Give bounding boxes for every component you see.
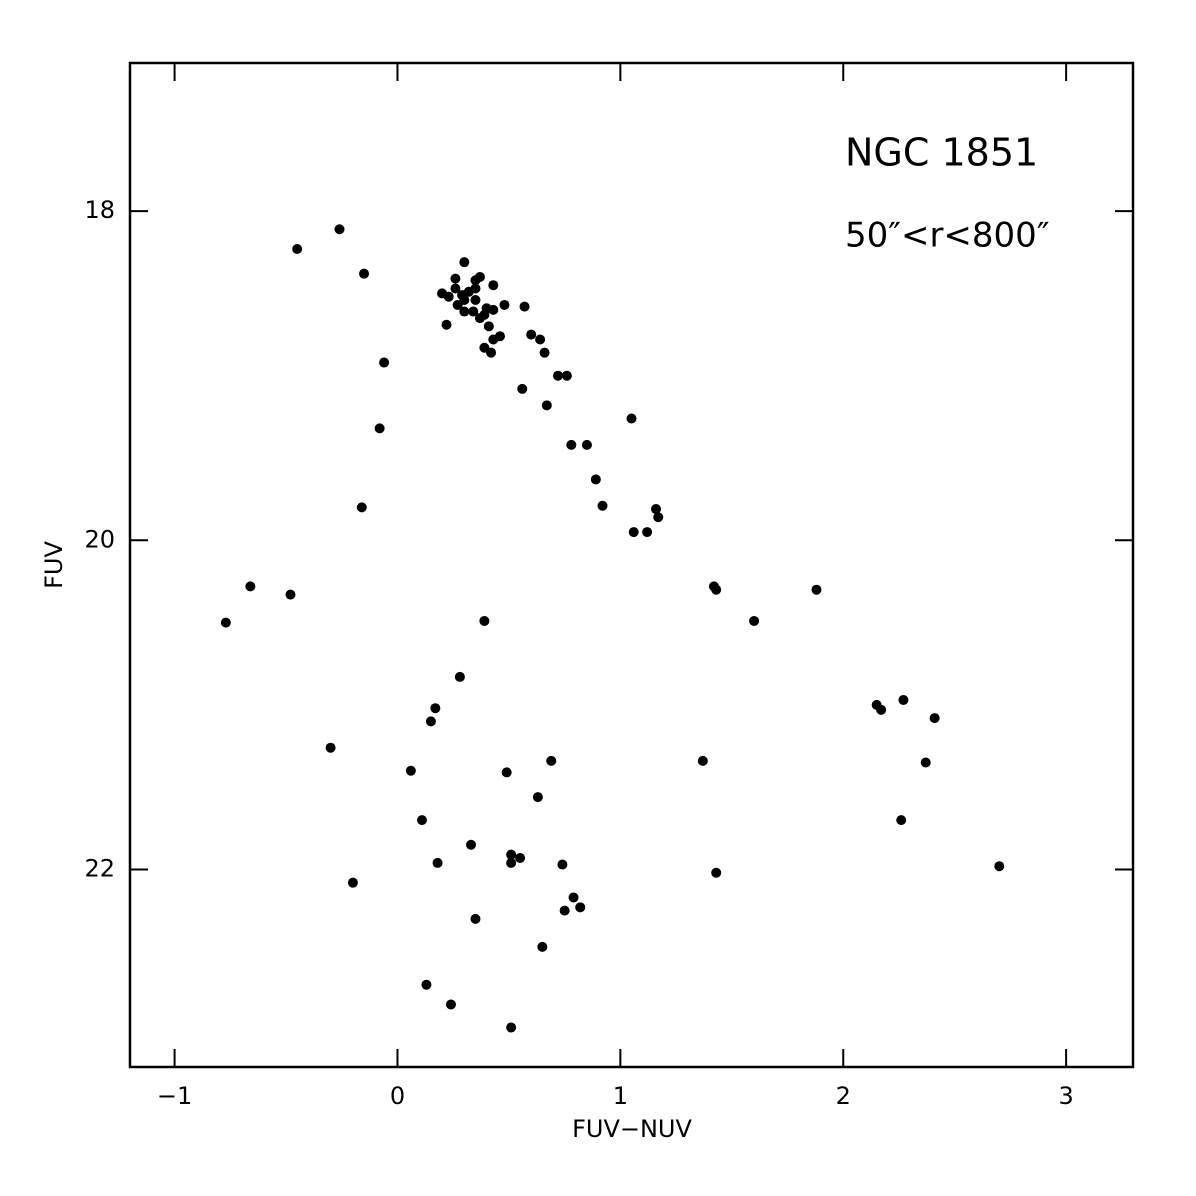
point	[470, 913, 481, 924]
point	[651, 504, 662, 515]
point	[506, 857, 517, 868]
point	[379, 357, 390, 368]
point	[499, 299, 510, 310]
point	[470, 295, 481, 306]
point	[483, 321, 494, 332]
point	[575, 902, 586, 913]
point	[929, 713, 940, 724]
point	[474, 271, 485, 282]
point	[432, 857, 443, 868]
point	[711, 867, 722, 878]
point	[425, 716, 436, 727]
x-tick-label: 1	[613, 1082, 628, 1110]
point	[920, 757, 931, 768]
point	[347, 877, 358, 888]
point	[245, 581, 256, 592]
point	[479, 615, 490, 626]
y-axis-label: FUV	[40, 541, 68, 589]
point	[359, 268, 370, 279]
point	[450, 273, 461, 284]
point	[568, 892, 579, 903]
point	[488, 280, 499, 291]
x-tick-label: 3	[1058, 1082, 1073, 1110]
point	[711, 584, 722, 595]
point	[653, 512, 664, 523]
point	[486, 347, 497, 358]
y-tick-label: 22	[84, 854, 115, 882]
point	[334, 224, 345, 235]
x-tick-label: 0	[390, 1082, 405, 1110]
point	[628, 527, 639, 538]
point	[441, 319, 452, 330]
point	[561, 370, 572, 381]
point	[559, 905, 570, 916]
point	[811, 584, 822, 595]
point	[466, 839, 477, 850]
annotation: 50″<r<800″	[845, 216, 1050, 256]
point	[581, 439, 592, 450]
point	[597, 500, 608, 511]
point	[994, 861, 1005, 872]
point	[535, 334, 546, 345]
annotation: NGC 1851	[845, 131, 1038, 175]
x-axis-label: FUV−NUV	[572, 1115, 692, 1143]
point	[557, 859, 568, 870]
point	[468, 306, 479, 317]
point	[566, 439, 577, 450]
point	[519, 301, 530, 312]
point	[541, 400, 552, 411]
point	[515, 852, 526, 863]
point	[459, 306, 470, 317]
point	[459, 295, 470, 306]
point	[488, 334, 499, 345]
point	[898, 694, 909, 705]
point	[626, 413, 637, 424]
point	[896, 815, 907, 826]
point	[532, 792, 543, 803]
point	[590, 474, 601, 485]
point	[506, 1022, 517, 1033]
point	[445, 999, 456, 1010]
point	[546, 755, 557, 766]
point	[749, 615, 760, 626]
y-tick-label: 20	[84, 525, 115, 553]
point	[876, 704, 887, 715]
point	[501, 767, 512, 778]
plot-frame	[128, 61, 1135, 1069]
point	[421, 979, 432, 990]
point	[405, 765, 416, 776]
point	[356, 502, 367, 513]
x-tick-label: 2	[836, 1082, 851, 1110]
point	[220, 617, 231, 628]
point	[537, 941, 548, 952]
point	[430, 703, 441, 714]
point	[642, 527, 653, 538]
point	[325, 742, 336, 753]
point	[416, 815, 427, 826]
point	[526, 329, 537, 340]
point	[697, 755, 708, 766]
point	[539, 347, 550, 358]
point	[292, 243, 303, 254]
point	[488, 304, 499, 315]
x-tick-label: −1	[157, 1082, 192, 1110]
point	[506, 849, 517, 860]
point	[374, 423, 385, 434]
point	[459, 257, 470, 268]
point	[552, 370, 563, 381]
y-tick-label: 18	[84, 196, 115, 224]
point	[517, 383, 528, 394]
point	[450, 283, 461, 294]
point	[443, 291, 454, 302]
point	[454, 671, 465, 682]
point	[285, 589, 296, 600]
point	[470, 283, 481, 294]
